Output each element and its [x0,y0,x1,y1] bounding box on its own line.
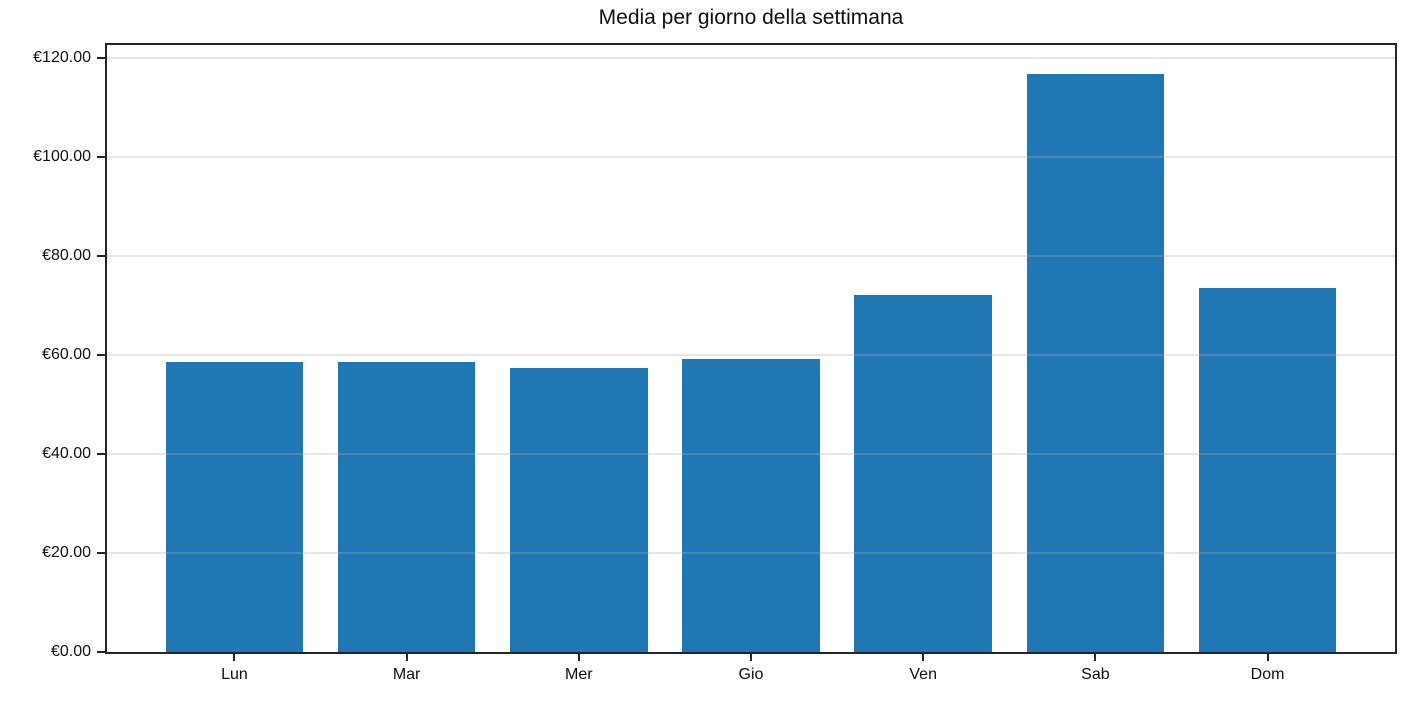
x-tick-label: Mer [565,666,593,683]
y-tick-label: €40.00 [42,444,91,462]
gridline [107,353,1395,356]
y-tick-label: €60.00 [42,345,91,363]
plot-area [105,43,1397,654]
y-tick-mark [97,254,105,257]
x-tick-mark [405,654,408,661]
x-tick-label: Dom [1250,666,1285,683]
x-tick-mark [233,654,236,661]
y-tick-mark [97,56,105,59]
y-tick-label: €80.00 [42,246,91,264]
y-tick-label: €100.00 [33,147,91,165]
y-tick-mark [97,551,105,554]
bar-mer [509,367,648,652]
bar-dom [1198,288,1337,652]
y-tick-mark [97,452,105,455]
y-tick-label: €120.00 [33,48,91,66]
x-tick-label: Gio [738,666,764,683]
gridline [107,452,1395,455]
x-tick-mark [1266,654,1269,661]
bar-sab [1026,73,1165,652]
x-tick-mark [1094,654,1097,661]
y-tick-mark [97,353,105,356]
y-tick-label: €0.00 [50,643,91,660]
bar-mar [337,361,476,652]
x-tick-label: Sab [1081,666,1110,683]
x-axis: Lun Mar Mer Gio Ven Sab Dom [105,654,1397,704]
gridline [107,155,1395,158]
bar-gio [682,358,820,652]
x-tick-mark [577,654,580,661]
gridline [107,254,1395,257]
x-tick-mark [750,654,752,661]
gridline [107,551,1395,554]
y-axis: €0.00 €20.00 €40.00 €60.00 €80.00 €100.00 €120… [0,43,105,660]
x-tick-mark [922,654,925,661]
y-tick-label: €20.00 [42,543,91,561]
x-tick-label: Ven [909,666,937,683]
chart-title: Media per giorno della settimana [598,6,904,29]
gridline [107,56,1395,59]
y-tick-mark [97,155,105,158]
x-tick-label: Mar [392,666,421,683]
bar-lun [165,361,304,652]
bar-ven [854,294,993,652]
y-tick-mark [97,651,105,653]
x-tick-label: Lun [221,666,248,683]
